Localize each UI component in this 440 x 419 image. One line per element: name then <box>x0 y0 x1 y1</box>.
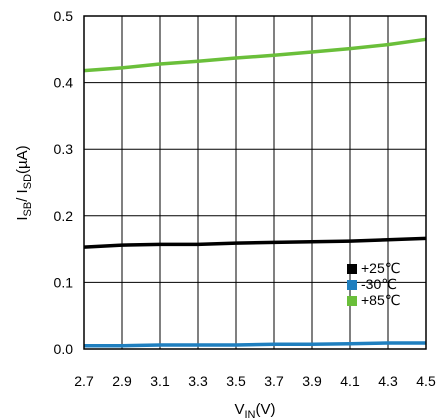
x-tick-label: 4.5 <box>416 373 436 389</box>
x-tick-labels: 2.7 2.9 3.1 3.3 3.5 3.7 3.9 4.1 4.3 4.5 <box>74 373 436 389</box>
y-tick-label: 0.2 <box>54 208 74 224</box>
y-tick-label: 0.3 <box>54 141 74 157</box>
series-line <box>83 37 427 73</box>
x-tick-label: 4.1 <box>340 373 360 389</box>
x-tick-label: 2.7 <box>74 373 94 389</box>
legend-label: +25℃ <box>361 260 400 276</box>
series-line <box>84 341 426 348</box>
x-tick-label: 3.3 <box>188 373 208 389</box>
y-tick-label: 0.1 <box>54 274 74 290</box>
legend-label: -30℃ <box>361 276 397 292</box>
x-tick-label: 3.5 <box>226 373 246 389</box>
y-tick-labels: 0.0 0.1 0.2 0.3 0.4 0.5 <box>54 8 74 357</box>
legend-swatch <box>347 296 357 306</box>
legend-swatch <box>347 264 357 274</box>
x-tick-label: 2.9 <box>112 373 132 389</box>
y-axis-title: ISB/ ISD(µA) <box>14 145 34 220</box>
y-tick-label: 0.0 <box>54 341 74 357</box>
y-tick-label: 0.4 <box>54 75 74 91</box>
x-tick-label: 3.1 <box>150 373 170 389</box>
x-tick-label: 3.7 <box>264 373 284 389</box>
legend-label: +85℃ <box>361 292 400 308</box>
x-tick-label: 3.9 <box>302 373 322 389</box>
x-tick-label: 4.3 <box>378 373 398 389</box>
plot-frame <box>83 15 427 350</box>
series-layer <box>83 37 427 348</box>
legend-swatch <box>347 280 357 290</box>
y-tick-label: 0.5 <box>54 8 74 24</box>
legend: +25℃-30℃+85℃ <box>347 260 400 308</box>
x-axis-title: VIN(V) <box>234 401 275 419</box>
series-line <box>83 236 427 249</box>
